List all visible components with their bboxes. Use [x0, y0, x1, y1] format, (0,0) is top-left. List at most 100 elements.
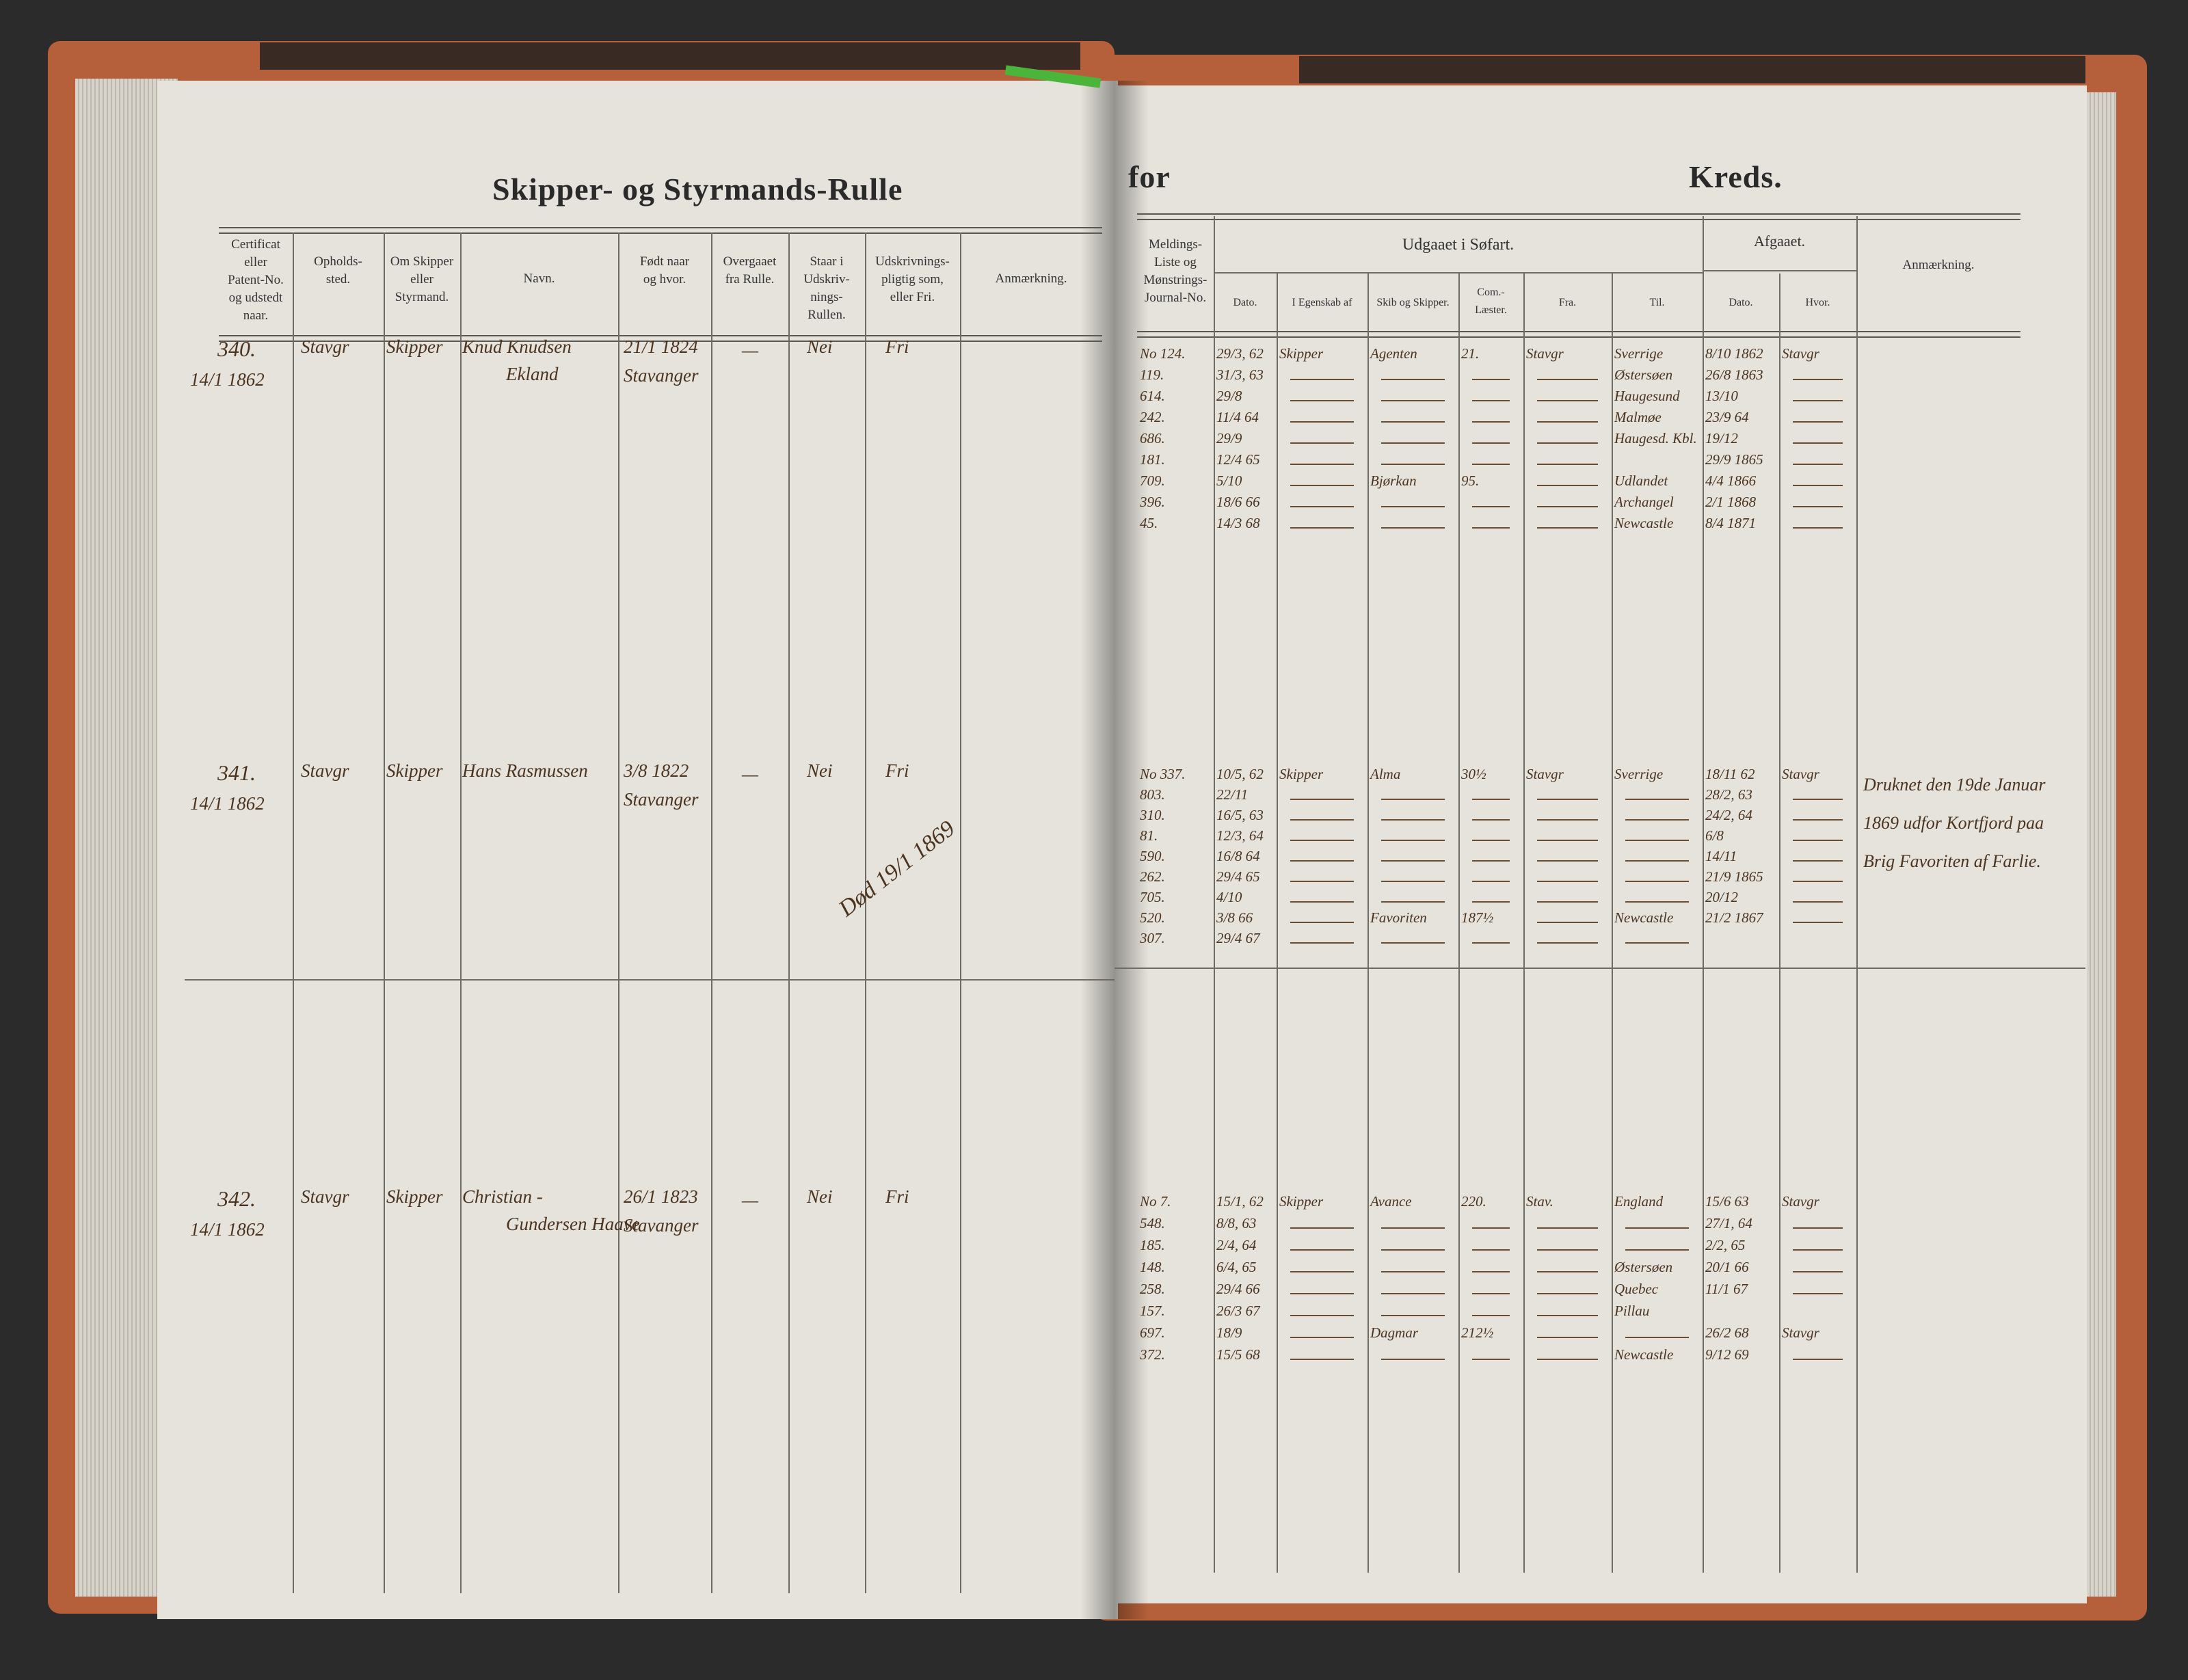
ditto-mark: —	[1381, 840, 1445, 841]
entry-cell: 21/9 1865	[1705, 868, 1763, 885]
entry-cell: Haugesd. Kbl.	[1614, 430, 1697, 446]
entry-cell: Malmøe	[1614, 409, 1662, 425]
ditto-mark: —	[1793, 881, 1843, 882]
column-header: Anmærkning.	[1902, 258, 1975, 272]
ditto-mark: —	[1537, 1293, 1598, 1294]
cert-date: 14/1 1862	[190, 793, 265, 814]
ditto-mark: —	[1381, 881, 1445, 882]
ditto-mark: —	[1793, 922, 1843, 923]
column-header: Opholds- sted.	[314, 254, 362, 286]
column-header: Navn.	[523, 271, 555, 286]
entry-cell: 3/8 66	[1216, 909, 1253, 926]
entry-cell: 29/9	[1216, 430, 1242, 446]
ditto-mark: —	[1381, 421, 1445, 423]
entry-cell: 310.	[1140, 807, 1165, 823]
column-divider	[788, 232, 790, 1593]
ditto-mark: —	[1537, 1227, 1598, 1229]
ditto-mark: —	[1793, 1359, 1843, 1360]
ditto-mark: —	[1381, 799, 1445, 800]
column-header: Udskrivnings- pligtig som, eller Fri.	[875, 254, 950, 304]
entry-cell: Østersøen	[1614, 366, 1673, 383]
entry-cell: 548.	[1140, 1215, 1165, 1231]
liable: Fri	[885, 1186, 909, 1207]
ditto-mark: —	[1537, 485, 1598, 486]
name-continued: Gundersen Haave	[506, 1214, 640, 1234]
column-header: Meldings- Liste og Mønstrings- Journal-N…	[1143, 237, 1208, 305]
ditto-mark: —	[1625, 819, 1689, 821]
entry-cell: Stavgr	[1526, 766, 1564, 782]
ditto-mark: —	[1381, 1359, 1445, 1360]
ditto-mark: —	[1625, 799, 1689, 800]
in-roll: Nei	[807, 336, 833, 357]
entry-cell: 187½	[1461, 909, 1494, 926]
ditto-mark: —	[1290, 901, 1354, 903]
column-divider	[1612, 274, 1613, 1573]
entry-cell: 686.	[1140, 430, 1165, 446]
born-place: Stavanger	[624, 365, 699, 386]
column-divider	[1458, 274, 1460, 1573]
entry-cell: 23/9 64	[1705, 409, 1749, 425]
column-divider	[1214, 216, 1215, 1573]
cert-date: 14/1 1862	[190, 1219, 265, 1240]
entry-cell: 22/11	[1216, 786, 1249, 803]
ditto-mark: —	[1625, 840, 1689, 841]
ditto-mark: —	[1625, 1249, 1689, 1251]
ditto-mark: —	[1537, 1359, 1598, 1360]
ditto-mark: —	[1290, 421, 1354, 423]
ditto-mark: —	[1537, 400, 1598, 401]
header-top-rule	[219, 227, 1102, 234]
entry-cell: 29/3, 62	[1216, 345, 1264, 362]
entry-cell: 803.	[1140, 786, 1165, 803]
ditto-mark: —	[1290, 1293, 1354, 1294]
header-bottom-rule	[1137, 331, 2020, 338]
ditto-mark: —	[1537, 442, 1598, 444]
ditto-mark: —	[1793, 1271, 1843, 1272]
ditto-mark: —	[1472, 819, 1510, 821]
column-header: Anmærkning.	[995, 271, 1067, 286]
ditto-mark: —	[1625, 942, 1689, 944]
column-divider	[384, 232, 385, 1593]
ditto-mark: —	[1537, 506, 1598, 507]
ditto-mark: —	[1290, 840, 1354, 841]
entry-cell: No 124.	[1140, 345, 1186, 362]
group-subheader-rule	[1703, 270, 1856, 271]
entry-cell: 262.	[1140, 868, 1165, 885]
ditto-mark: —	[1290, 1315, 1354, 1316]
entry-cell: Østersøen	[1614, 1259, 1673, 1275]
entry-cell: 14/11	[1705, 848, 1737, 864]
entry-cell: 307.	[1140, 930, 1165, 946]
ditto-mark: —	[1290, 942, 1354, 944]
column-divider	[1856, 216, 1858, 1573]
entry-cell: 29/8	[1216, 388, 1242, 404]
in-roll: Nei	[807, 760, 833, 781]
column-header: I Egenskab af	[1292, 297, 1352, 308]
column-divider	[1703, 216, 1704, 1573]
entry-cell: Stav.	[1526, 1193, 1553, 1210]
header-top-rule	[1137, 213, 2020, 220]
ditto-mark: —	[1537, 840, 1598, 841]
entry-cell: 20/12	[1705, 889, 1738, 905]
column-divider	[1779, 274, 1780, 1573]
entry-cell: 212½	[1461, 1324, 1494, 1341]
entry-cell: 2/1 1868	[1705, 494, 1757, 510]
entry-cell: 26/3 67	[1216, 1303, 1260, 1319]
ditto-mark: —	[1472, 840, 1510, 841]
entry-cell: 10/5, 62	[1216, 766, 1264, 782]
cert-number: 340.	[217, 336, 256, 361]
ditto-mark: —	[1472, 1271, 1510, 1272]
column-divider	[618, 232, 619, 1593]
ditto-mark: —	[1472, 881, 1510, 882]
ditto-mark: —	[1290, 1249, 1354, 1251]
ditto-mark: —	[1472, 1249, 1510, 1251]
entry-cell: 697.	[1140, 1324, 1165, 1341]
ditto-mark: —	[1537, 901, 1598, 903]
ditto-mark: —	[1793, 442, 1843, 444]
entry-cell: 21/2 1867	[1705, 909, 1763, 926]
entry-cell: 15/5 68	[1216, 1346, 1260, 1363]
entry-cell: 18/9	[1216, 1324, 1242, 1341]
entry-cell: 12/3, 64	[1216, 827, 1264, 844]
row-divider	[1115, 968, 2085, 969]
entry-cell: 157.	[1140, 1303, 1165, 1319]
transferred: —	[742, 340, 759, 360]
ditto-mark: —	[1290, 464, 1354, 465]
